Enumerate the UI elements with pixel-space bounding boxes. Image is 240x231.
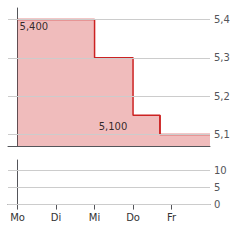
svg-text:5,1: 5,1	[214, 129, 230, 140]
svg-text:5,100: 5,100	[99, 121, 128, 132]
svg-text:Mi: Mi	[89, 212, 100, 223]
svg-text:Fr: Fr	[167, 212, 177, 223]
svg-text:0: 0	[214, 199, 220, 210]
svg-text:5,2: 5,2	[214, 91, 230, 102]
svg-text:Mo: Mo	[10, 212, 25, 223]
svg-text:Do: Do	[126, 212, 140, 223]
svg-text:5: 5	[214, 182, 220, 193]
svg-text:5,4: 5,4	[214, 14, 230, 25]
svg-text:5,3: 5,3	[214, 52, 230, 63]
svg-text:10: 10	[214, 165, 227, 176]
svg-text:5,400: 5,400	[20, 21, 49, 32]
svg-text:Di: Di	[51, 212, 61, 223]
